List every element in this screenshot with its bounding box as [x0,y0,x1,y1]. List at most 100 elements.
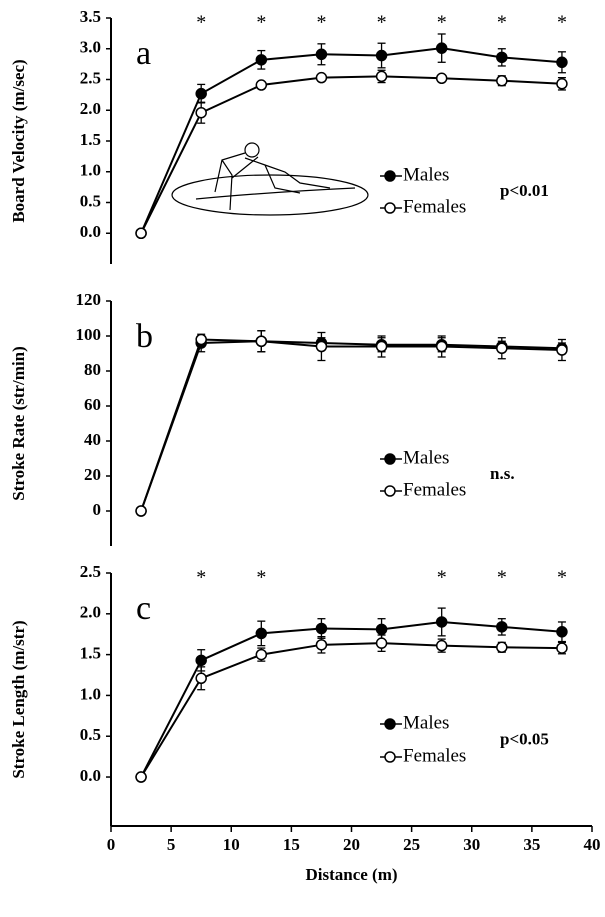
y-tick-label: 2.5 [80,562,101,581]
data-point [135,771,147,783]
legend-label: Males [403,712,449,733]
y-axis-label: Stroke Rate (str/min) [9,346,28,501]
data-point [255,648,268,661]
significance-marker: * [377,12,387,34]
series-line [140,642,562,778]
legend-label: Males [403,447,449,468]
y-axis-label: Stroke Length (m/str) [9,620,28,778]
y-tick-label: 2.5 [80,68,101,87]
x-tick-label: 0 [107,835,116,854]
x-tick-label: 20 [343,835,360,854]
y-tick-label: 80 [84,360,101,379]
significance-marker: * [557,12,567,34]
significance-marker: * [557,567,567,589]
data-point [496,621,508,633]
y-tick-label: 0.5 [80,191,101,210]
data-point [195,87,207,100]
legend-label: Females [403,196,466,217]
y-tick-label: 2.0 [80,99,101,118]
data-point [135,505,147,517]
data-point [315,71,328,84]
data-point [556,344,568,356]
data-point [435,639,448,652]
x-tick-label: 40 [584,835,601,854]
y-tick-label: 2.0 [80,603,101,622]
x-tick-label: 35 [523,835,540,854]
data-point [375,637,388,649]
y-tick-label: 1.0 [80,684,101,703]
panel-label: a [136,35,151,72]
series-line [140,340,562,512]
data-point [496,74,508,87]
x-tick-label: 10 [223,835,240,854]
legend-label: Females [403,745,466,766]
y-tick-label: 40 [84,430,101,449]
data-point [195,106,207,119]
significance-marker: * [437,567,447,589]
data-point [195,333,207,346]
y-tick-label: 1.5 [80,130,101,149]
panel-label: c [136,590,151,627]
legend-marker [384,202,396,214]
significance-marker: * [497,567,507,589]
data-point [255,627,268,640]
legend-marker [384,485,396,497]
data-point [435,72,448,85]
data-point [375,49,388,62]
p-value: n.s. [490,464,515,483]
data-point [195,654,207,667]
y-tick-label: 0.0 [80,222,101,241]
y-tick-label: 20 [84,465,101,484]
series-line [140,338,562,512]
data-point [315,340,328,353]
data-point [315,48,328,61]
data-point [496,342,508,354]
data-point [496,641,508,654]
significance-marker: * [497,12,507,34]
data-point [135,227,147,239]
y-tick-label: 0 [93,500,102,519]
x-tick-label: 5 [167,835,176,854]
significance-marker: * [196,567,206,589]
x-tick-label: 25 [403,835,420,854]
significance-marker: * [196,12,206,34]
data-point [556,78,568,90]
data-point [375,70,388,83]
series-line [140,620,563,778]
legend-label: Females [403,479,466,500]
legend-label: Males [403,164,449,185]
significance-marker: * [256,12,266,34]
data-point [496,51,508,64]
data-point [435,340,448,353]
legend-marker [384,751,396,763]
significance-marker: * [256,567,266,589]
data-point [195,672,207,685]
data-point [315,622,328,635]
y-tick-label: 0.5 [80,725,101,744]
y-tick-label: 0.0 [80,766,101,785]
data-point [435,42,448,54]
significance-marker: * [316,12,326,34]
y-tick-label: 1.0 [80,161,101,180]
data-point [556,642,568,654]
x-tick-label: 30 [463,835,480,854]
y-tick-label: 60 [84,395,101,414]
x-tick-label: 15 [283,835,300,854]
legend-marker [384,170,396,182]
panel-label: b [136,318,153,355]
y-tick-label: 1.5 [80,644,101,663]
data-point [375,623,388,636]
data-point [556,56,568,69]
p-value: p<0.01 [500,181,549,200]
y-tick-label: 3.0 [80,38,101,57]
x-axis-label: Distance (m) [305,865,397,884]
y-tick-label: 3.5 [80,7,101,26]
legend-marker [384,718,396,730]
data-point [375,340,388,353]
p-value: p<0.05 [500,729,549,748]
surfer-illustration [171,142,369,216]
data-point [435,616,448,628]
data-point [556,626,568,638]
series-line [140,75,562,234]
